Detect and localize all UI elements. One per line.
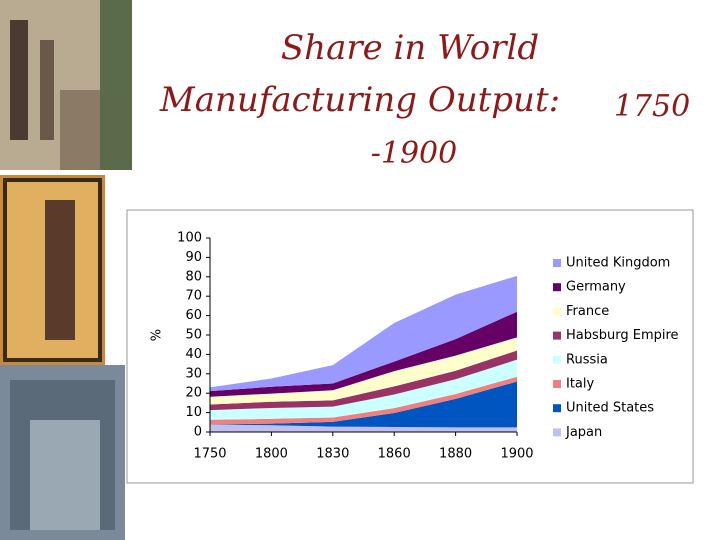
legend-label: Japan [565,425,602,440]
y-tick-label: 80 [185,269,202,284]
y-tick-label: 20 [185,386,202,401]
legend-swatch [553,331,561,340]
x-tick-label: 1860 [378,447,411,462]
legend-swatch [553,355,561,364]
legend-label: Italy [566,377,595,392]
y-tick-label: 100 [177,231,202,246]
y-tick-label: 60 [185,308,202,323]
area [210,376,517,425]
legend-label: United Kingdom [566,256,670,271]
area [210,381,517,428]
area [210,424,517,432]
y-tick-label: 0 [194,425,202,440]
legend-swatch [553,307,561,316]
title-line: 1750 [614,89,690,124]
x-tick-label: 1830 [316,447,349,462]
legend-swatch [553,380,561,388]
plot: 0 10 20 30 40 50 60 70 80 90 100 1750 1800 1830 1860 18… [177,231,678,462]
legend-swatch [553,428,561,437]
x-tick-label: 1880 [439,447,472,462]
x-tick-label: 1900 [500,447,533,462]
y-tick-label: 40 [185,347,202,362]
legend-label: Habsburg Empire [566,328,679,343]
area [210,350,517,411]
y-tick-label: 30 [185,366,202,381]
legend-swatch [553,283,561,292]
x-tick-label: 1750 [193,447,226,462]
legend-label: United States [566,401,654,416]
legend-label: Germany [566,280,626,295]
legend-label: France [566,304,609,319]
y-tick-label: 10 [185,405,202,420]
y-axis-label: % [150,329,165,341]
area [210,275,517,392]
legend-swatch [553,259,561,267]
title-line: Share in World [281,28,539,68]
title-line: -1900 [371,136,457,171]
legend-label: Russia [566,352,608,367]
y-tick-label: 70 [185,289,202,304]
x-tick-label: 1800 [255,447,288,462]
area [210,337,517,405]
y-tick-label: 50 [185,328,202,343]
area [210,311,517,397]
area [210,359,517,420]
legend-swatch [553,404,561,413]
decorative-images [0,0,132,540]
y-tick-label: 90 [185,250,202,265]
title-line: Manufacturing Output: [159,80,560,120]
